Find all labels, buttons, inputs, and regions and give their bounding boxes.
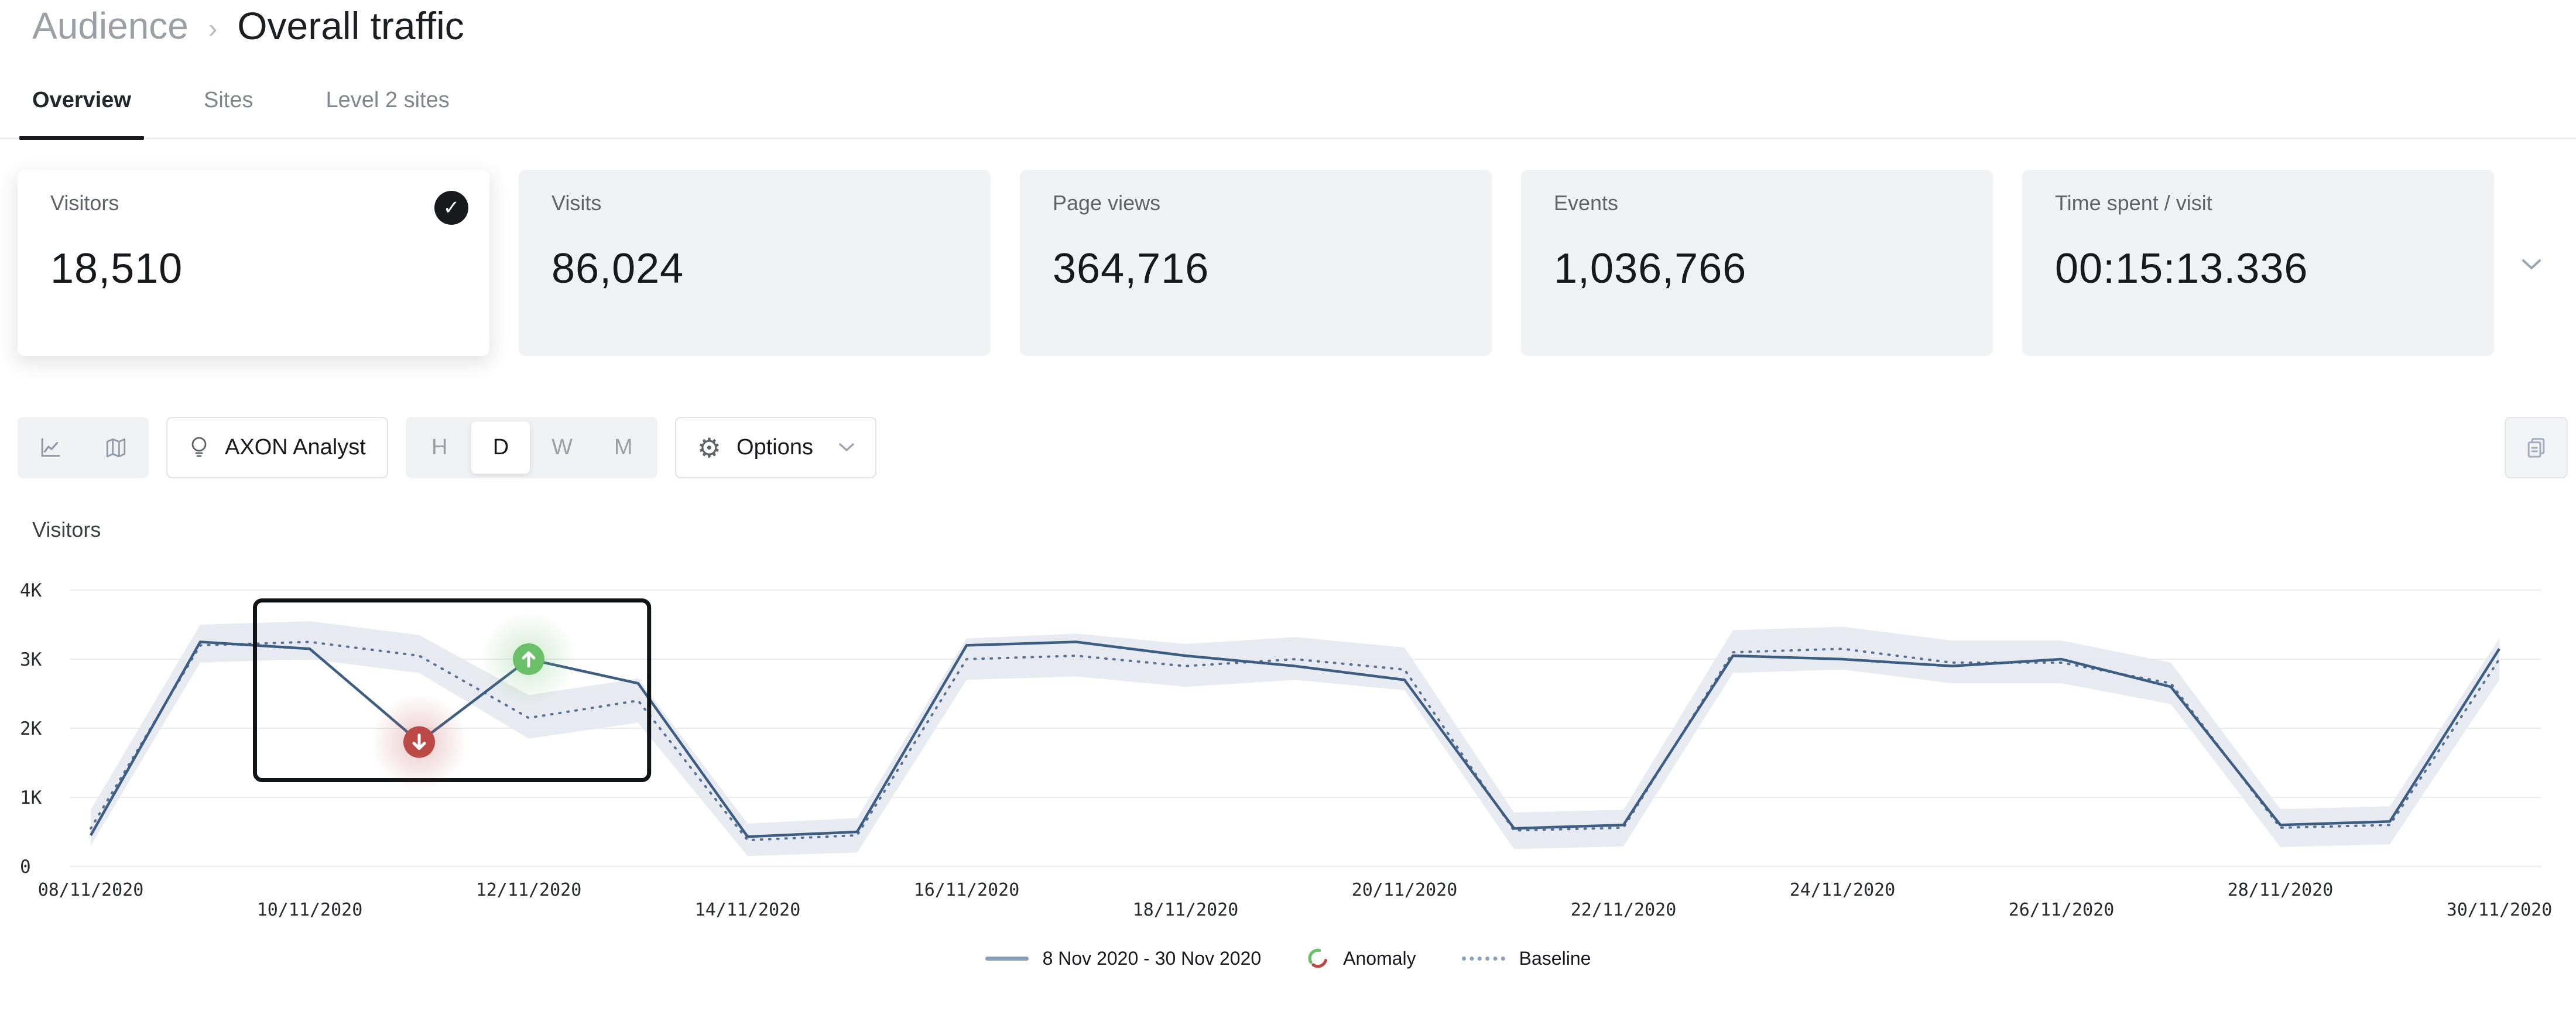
granularity-day-button[interactable]: D [471, 421, 530, 474]
options-label: Options [737, 435, 813, 460]
chart-toolbar: AXON Analyst H D W M ⚙ Options [18, 417, 876, 478]
tab-level-2-sites[interactable]: Level 2 sites [326, 88, 450, 112]
svg-text:12/11/2020: 12/11/2020 [476, 880, 582, 900]
metric-card-visitors[interactable]: Visitors ✓ 18,510 [18, 170, 489, 356]
axon-analyst-label: AXON Analyst [225, 435, 366, 460]
svg-text:18/11/2020: 18/11/2020 [1133, 900, 1239, 920]
svg-text:3K: 3K [20, 649, 42, 670]
line-swatch-icon [985, 956, 1029, 961]
svg-text:1K: 1K [20, 787, 42, 808]
legend-item-baseline[interactable]: Baseline [1461, 948, 1591, 969]
svg-text:0: 0 [20, 856, 31, 878]
options-button[interactable]: ⚙ Options [674, 417, 876, 478]
visitors-line-chart: 4K 3K 2K 1K 0 08/11/2020 12/11/2020 16/11/2020 2… [20, 580, 2553, 920]
metric-card-time-spent[interactable]: Time spent / visit 00:15:13.336 [2022, 170, 2494, 356]
chevron-down-icon [2522, 259, 2541, 269]
anomaly-badge-down[interactable] [371, 694, 467, 790]
granularity-hour-button[interactable]: H [431, 435, 448, 460]
cards-expand-button[interactable] [2515, 248, 2548, 281]
breadcrumb: Audience › Overall traffic [32, 4, 464, 48]
anomaly-ring-icon [1308, 948, 1328, 968]
granularity-switch: H D W M [405, 417, 657, 478]
chevron-down-icon [839, 443, 854, 451]
axon-analyst-button[interactable]: AXON Analyst [166, 417, 388, 478]
svg-text:10/11/2020: 10/11/2020 [257, 900, 363, 920]
svg-text:20/11/2020: 20/11/2020 [1352, 880, 1458, 900]
metric-value: 86,024 [551, 245, 684, 292]
metric-value: 364,716 [1053, 245, 1210, 292]
breadcrumb-chevron-icon: › [208, 13, 218, 43]
dotted-swatch-icon [1461, 956, 1505, 961]
chart-type-switch [18, 417, 149, 478]
svg-text:08/11/2020: 08/11/2020 [38, 880, 144, 900]
chart-title: Visitors [32, 518, 101, 542]
anomaly-badge-up[interactable] [481, 611, 577, 707]
granularity-week-button[interactable]: W [551, 435, 573, 460]
tab-sites[interactable]: Sites [204, 88, 254, 112]
copy-chart-button[interactable] [2505, 417, 2568, 478]
page-title: Overall traffic [237, 4, 464, 47]
svg-text:4K: 4K [20, 580, 42, 601]
metric-value: 18,510 [50, 245, 183, 292]
svg-text:22/11/2020: 22/11/2020 [1571, 900, 1677, 920]
granularity-month-button[interactable]: M [614, 435, 633, 460]
metric-value: 00:15:13.336 [2055, 245, 2308, 292]
map-view-button[interactable] [83, 417, 149, 478]
legend-item-series[interactable]: 8 Nov 2020 - 30 Nov 2020 [985, 948, 1261, 969]
svg-text:2K: 2K [20, 718, 42, 739]
breadcrumb-audience-link[interactable]: Audience [32, 5, 189, 47]
metric-card-page-views[interactable]: Page views 364,716 [1020, 170, 1492, 356]
metric-card-events[interactable]: Events 1,036,766 [1521, 170, 1993, 356]
metric-label: Visitors [50, 191, 119, 215]
metric-label: Page views [1053, 191, 1161, 215]
svg-text:28/11/2020: 28/11/2020 [2228, 880, 2334, 900]
line-chart-icon [41, 438, 60, 457]
lightbulb-icon [191, 437, 207, 457]
svg-text:24/11/2020: 24/11/2020 [1790, 880, 1896, 900]
metric-label: Events [1554, 191, 1619, 215]
line-chart-view-button[interactable] [18, 417, 83, 478]
tab-overview[interactable]: Overview [19, 75, 144, 140]
copy-icon [2527, 437, 2545, 458]
chart-legend: 8 Nov 2020 - 30 Nov 2020 Anomaly Baselin… [0, 947, 2576, 969]
metric-label: Visits [551, 191, 602, 215]
metric-cards-row: Visitors ✓ 18,510 Visits 86,024 Page vie… [18, 170, 2494, 356]
svg-text:26/11/2020: 26/11/2020 [2009, 900, 2115, 920]
metric-label: Time spent / visit [2055, 191, 2212, 215]
gear-icon: ⚙ [697, 431, 722, 464]
metric-value: 1,036,766 [1554, 245, 1747, 292]
selected-check-icon: ✓ [434, 191, 468, 225]
metric-card-visits[interactable]: Visits 86,024 [519, 170, 991, 356]
legend-item-anomaly[interactable]: Anomaly [1307, 947, 1416, 969]
map-icon [106, 438, 126, 457]
tab-bar: Overview Sites Level 2 sites [0, 75, 2576, 140]
svg-text:16/11/2020: 16/11/2020 [914, 880, 1020, 900]
anomaly-selection-box[interactable] [253, 598, 652, 782]
svg-text:14/11/2020: 14/11/2020 [695, 900, 801, 920]
svg-text:30/11/2020: 30/11/2020 [2447, 900, 2553, 920]
